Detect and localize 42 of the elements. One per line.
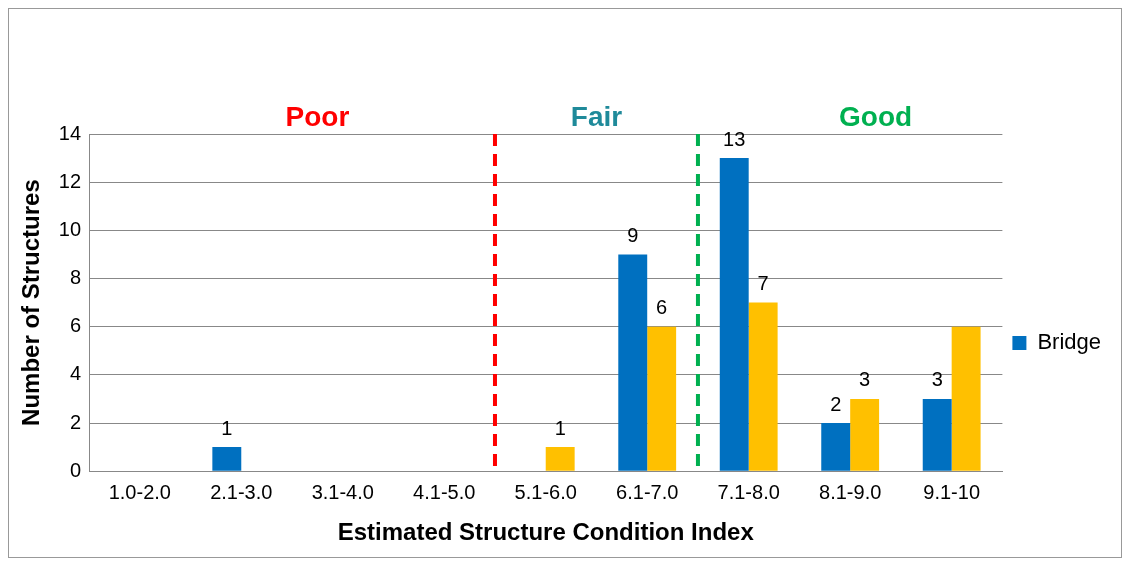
data-label: 13 <box>723 127 746 150</box>
y-tick-label: 14 <box>58 121 82 144</box>
bar <box>212 447 242 471</box>
data-label: 7 <box>757 272 769 295</box>
y-tick-label: 4 <box>69 362 82 385</box>
bar <box>821 423 851 471</box>
data-label: 9 <box>627 223 639 246</box>
bar <box>850 398 880 471</box>
data-label: 3 <box>859 368 871 391</box>
y-tick-label: 12 <box>58 169 82 192</box>
bar <box>922 398 952 471</box>
y-tick-label: 10 <box>58 217 82 240</box>
data-label: 3 <box>931 368 943 391</box>
x-tick-label: 3.1-4.0 <box>311 480 374 503</box>
bar <box>618 254 648 471</box>
x-tick-label: 1.0-2.0 <box>108 480 171 503</box>
data-label: 1 <box>221 416 233 439</box>
x-tick-label: 2.1-3.0 <box>210 480 273 503</box>
bar <box>647 326 677 471</box>
x-tick-label: 9.1-10 <box>923 480 981 503</box>
x-tick-label: 4.1-5.0 <box>413 480 476 503</box>
bar <box>748 302 778 471</box>
y-tick-label: 2 <box>69 410 82 433</box>
y-tick-label: 6 <box>69 314 82 337</box>
x-axis-title: Estimated Structure Condition Index <box>337 518 755 546</box>
x-tick-label: 5.1-6.0 <box>514 480 577 503</box>
text: Fair <box>570 100 623 132</box>
text: Poor <box>285 100 350 132</box>
x-tick-label: 7.1-8.0 <box>717 480 780 503</box>
data-label: 1 <box>554 416 566 439</box>
data-label: 6 <box>656 296 668 319</box>
bar <box>719 158 749 471</box>
y-axis-title: Number of Structures <box>17 179 45 426</box>
x-tick-label: 8.1-9.0 <box>819 480 882 503</box>
legend-label: Bridge <box>1037 329 1101 355</box>
text: Good <box>839 100 913 132</box>
x-tick-label: 6.1-7.0 <box>616 480 679 503</box>
bar <box>545 447 575 471</box>
data-label: 2 <box>830 392 842 415</box>
y-tick-label: 0 <box>69 458 82 481</box>
bar <box>951 326 981 471</box>
y-tick-label: 8 <box>69 266 82 289</box>
